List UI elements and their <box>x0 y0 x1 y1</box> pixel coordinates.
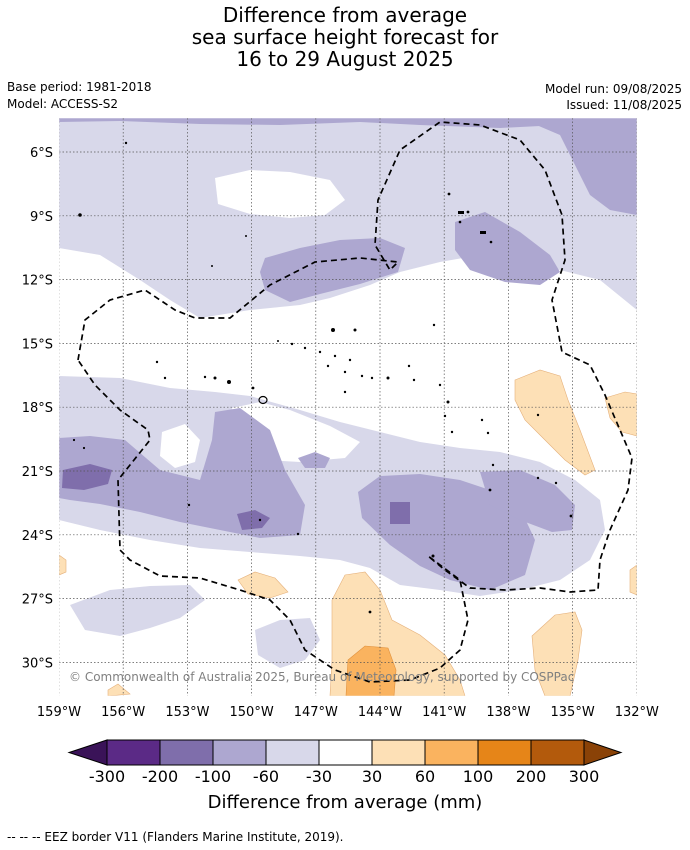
lon-tick-label: 144°W <box>358 705 402 720</box>
east-small-patch <box>480 470 575 532</box>
colorbar-over-arrow <box>583 739 623 766</box>
colorbar-band <box>477 739 532 766</box>
west-band <box>59 408 305 538</box>
lat-tick-label: 15°S <box>22 337 53 352</box>
lon-tick-label: 147°W <box>294 705 338 720</box>
copyright-text: © Commonwealth of Australia 2025, Bureau… <box>69 670 574 684</box>
islands <box>72 141 573 614</box>
map-frame <box>58 117 638 697</box>
lat-tick-label: 21°S <box>22 465 53 480</box>
dark-patch-west <box>62 464 112 490</box>
east-patch <box>455 212 560 285</box>
lon-tick-label: 159°W <box>37 705 81 720</box>
lat-tick-label: 9°S <box>30 210 53 225</box>
colorbar-tick-label: -100 <box>195 767 231 786</box>
neutral-hole-north <box>215 170 345 218</box>
colorbar-labels: -300 -200 -100 -60 -30 30 60 100 200 300 <box>89 767 599 786</box>
lat-tick-label: 6°S <box>30 146 53 161</box>
lat-tick-label: 27°S <box>22 593 53 608</box>
northeast-patch <box>520 118 637 215</box>
lon-tick-label: 150°W <box>230 705 274 720</box>
colorbar-tick-label: -30 <box>306 767 332 786</box>
colorbar-under-arrow <box>67 739 108 766</box>
colorbar-tick-label: 300 <box>569 767 600 786</box>
eez-border-west <box>77 121 633 683</box>
shading-orange-patch <box>345 645 397 696</box>
colorbar-band <box>265 739 320 766</box>
colorbar-tick-label: 30 <box>362 767 382 786</box>
lat-tick-label: 18°S <box>22 401 53 416</box>
lat-tick-label: 12°S <box>22 274 53 289</box>
lon-tick-label: 132°W <box>615 705 659 720</box>
colorbar-tick-label: -300 <box>89 767 125 786</box>
colorbar-band <box>159 739 214 766</box>
warm-patch-far-southwest <box>107 683 131 696</box>
lon-tick-label: 135°W <box>551 705 595 720</box>
colorbar-band <box>371 739 426 766</box>
map-panel: © Commonwealth of Australia 2025, Bureau… <box>59 118 637 696</box>
title-line-3: 16 to 29 August 2025 <box>236 47 454 71</box>
latitude-labels: 6°S 9°S 12°S 15°S 18°S 21°S 24°S 27°S 30°S <box>22 146 53 671</box>
model-label: Model: ACCESS-S2 <box>7 97 119 111</box>
north-light-band <box>59 118 637 318</box>
colorbar-tick-label: 100 <box>463 767 494 786</box>
neutral-hole-west <box>160 424 200 468</box>
colorbar-tick-label: -60 <box>253 767 279 786</box>
title-line-2: sea surface height forecast for <box>191 25 499 49</box>
shading-medium-purple <box>59 118 637 590</box>
colorbar-band <box>212 739 267 766</box>
colorbar-tick-label: 200 <box>516 767 547 786</box>
eez-footnote: -- -- -- EEZ border V11 (Flanders Marine… <box>7 830 344 844</box>
lat-tick-label: 24°S <box>22 529 53 544</box>
warm-patch-east <box>514 369 596 476</box>
warm-patch-southwest <box>237 571 289 599</box>
colorbar-band <box>318 739 373 766</box>
warm-patch-far-east <box>604 391 637 437</box>
north-edge-band <box>59 118 637 130</box>
southwest-light-patch <box>70 585 205 636</box>
warm-patch-west-edge <box>59 554 67 576</box>
colorbar-band <box>424 739 479 766</box>
base-period-label: Base period: 1981-2018 <box>7 80 152 94</box>
colorbar <box>67 739 623 766</box>
lon-tick-label: 141°W <box>422 705 466 720</box>
colorbar-band <box>530 739 585 766</box>
colorbar-tick-label: 60 <box>415 767 435 786</box>
model-run-label: Model run: 09/08/2025 <box>544 82 682 96</box>
lon-tick-label: 138°W <box>486 705 530 720</box>
eez-border <box>77 121 633 683</box>
shading-dark-purple <box>62 464 410 530</box>
dark-patch-east <box>390 502 410 524</box>
dark-patch-central <box>237 510 270 530</box>
south-light-patch <box>255 618 320 668</box>
longitude-labels: 159°W 156°W 153°W 150°W 147°W 144°W 141°W 138°W… <box>37 705 659 720</box>
small-patch-center <box>298 452 330 468</box>
warm-patch-far-east-south <box>629 564 637 596</box>
lon-tick-label: 156°W <box>101 705 145 720</box>
map-title: Difference from average sea surface heig… <box>0 4 690 70</box>
lat-tick-label: 30°S <box>22 656 53 671</box>
issued-label: Issued: 11/08/2025 <box>566 98 682 112</box>
title-line-1: Difference from average <box>222 3 468 27</box>
shading-light-purple <box>59 118 637 668</box>
colorbar-band <box>106 739 161 766</box>
colorbar-title: Difference from average (mm) <box>207 792 483 813</box>
north-central-patch <box>260 238 405 302</box>
colorbar-tick-label: -200 <box>142 767 178 786</box>
warm-patch-southeast <box>531 611 583 696</box>
lon-tick-label: 153°W <box>165 705 209 720</box>
